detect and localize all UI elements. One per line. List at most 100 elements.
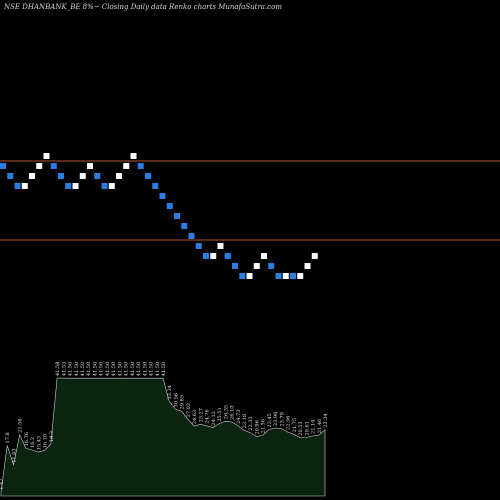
renko-brick [36, 163, 43, 169]
renko-brick [174, 213, 180, 219]
volume-label: 27.02 [186, 403, 192, 417]
volume-label: 26.35 [223, 405, 229, 419]
renko-brick [29, 173, 35, 179]
volume-label: 24.73 [236, 410, 242, 424]
volume-label: 41.50 [161, 362, 167, 376]
volume-label: 41.50 [136, 362, 142, 376]
renko-brick [65, 183, 72, 189]
volume-label: 41.50 [105, 362, 111, 376]
reference-lines [0, 160, 500, 241]
renko-brick [311, 253, 318, 259]
renko-brick [282, 273, 289, 279]
volume-label: 17.8 [5, 432, 11, 443]
volume-label: 23.96 [273, 412, 279, 426]
renko-brick [137, 163, 144, 169]
volume-label: 41.50 [142, 362, 148, 376]
volume-label: 20.53 [298, 421, 304, 435]
renko-brick [203, 253, 209, 259]
volume-label: 25.27 [198, 408, 204, 422]
volume-label: 23.34 [323, 413, 329, 427]
renko-brick [253, 263, 260, 269]
volume-label: 23.45 [267, 413, 273, 427]
volume-label: 23.18 [242, 414, 248, 428]
renko-brick [7, 173, 14, 179]
volume-area [0, 377, 326, 497]
volume-label: 16.76 [24, 432, 30, 446]
volume-label: 20.61 [304, 421, 310, 435]
volume-label: 20.96 [255, 420, 261, 434]
renko-brick [43, 153, 50, 159]
renko-brick [304, 263, 311, 269]
volume-label: 41.50 [155, 362, 161, 376]
volume-label: 41.50 [111, 362, 117, 376]
renko-brick [188, 233, 195, 239]
renko-brick [232, 263, 238, 269]
renko-brick [152, 183, 159, 189]
renko-brick [195, 243, 202, 249]
volume-label: 15.43 [36, 436, 42, 450]
volume-label: 21.46 [317, 419, 323, 433]
renko-brick [14, 183, 21, 189]
renko-brick [275, 273, 282, 279]
renko-brick [72, 183, 79, 189]
volume-label: 22.33 [248, 416, 254, 430]
renko-brick [94, 173, 101, 179]
volume-label: 11.03 [11, 448, 17, 462]
renko-brick [58, 173, 64, 179]
renko-brick [50, 163, 57, 169]
volume-label: 16.10 [43, 434, 49, 448]
volume-label: 21.56 [18, 418, 24, 432]
volume-label: 41.50 [130, 362, 136, 376]
volume-label: 41.53 [61, 362, 67, 376]
volume-label: 41.50 [99, 362, 105, 376]
volume-label: 41.50 [74, 362, 80, 376]
volume-label: 41.50 [80, 362, 86, 376]
renko-brick [79, 173, 86, 179]
chart-header: NSE DHANBANK_BE 8%~ Closing Daily data R… [4, 3, 282, 11]
volume-label: 41.50 [93, 362, 99, 376]
volume-label: 26.10 [230, 406, 236, 420]
renko-brick [130, 153, 137, 159]
volume-label: 41.50 [149, 362, 155, 376]
volume-label: 41.50 [86, 362, 92, 376]
renko-brick [290, 273, 296, 279]
volume-label: 33.34 [167, 385, 173, 399]
volume-label: 22.56 [286, 416, 292, 430]
renko-brick [159, 193, 166, 199]
renko-brick [116, 173, 122, 179]
volume-label: 23.79 [279, 412, 285, 426]
volume-label: 41.58 [55, 362, 61, 376]
volume-label: 25.51 [217, 407, 223, 421]
volume-label: 41.50 [68, 362, 74, 376]
volume-label: 30.56 [173, 393, 179, 407]
renko-brick [87, 163, 93, 169]
renko-brick [224, 253, 231, 259]
volume-label: 24.12 [211, 411, 217, 425]
volume-label: 41.50 [124, 362, 130, 376]
renko-brick [210, 253, 217, 259]
renko-brick [108, 183, 115, 189]
renko-brick [145, 173, 151, 179]
renko-brick [166, 203, 173, 209]
renko-brick [239, 273, 246, 279]
volume-label: 18.3 [49, 431, 55, 442]
volume-label: 41.50 [117, 362, 123, 376]
renko-brick [123, 163, 130, 169]
volume-label: 24.76 [205, 409, 211, 423]
volume-label: 29.85 [180, 395, 186, 409]
volume-label: 21.75 [292, 418, 298, 432]
renko-brick [181, 223, 188, 229]
renko-bricks [0, 153, 318, 279]
renko-brick [101, 183, 108, 189]
renko-brick [21, 183, 28, 189]
renko-brick [268, 263, 275, 269]
renko-brick [261, 253, 267, 259]
volume-label: 21.36 [261, 419, 267, 433]
renko-brick [217, 243, 224, 249]
volume-label: 1.47 [0, 479, 5, 490]
volume-label: 21.14 [311, 420, 317, 434]
renko-brick [246, 273, 253, 279]
